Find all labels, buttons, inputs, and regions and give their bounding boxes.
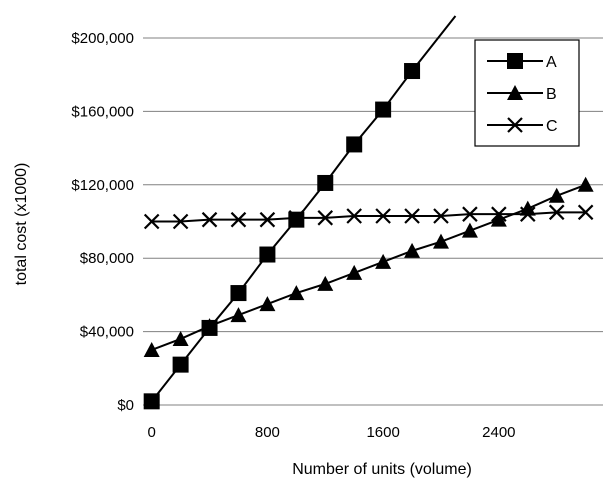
data-point-a (404, 63, 421, 80)
legend-label: C (546, 118, 558, 135)
data-point-c (433, 208, 449, 224)
data-point-a (288, 211, 305, 228)
data-point-b (375, 253, 392, 269)
data-point-c (143, 213, 160, 230)
y-tick-label: $0 (117, 397, 134, 414)
grid-layer (143, 37, 603, 406)
data-point-b (577, 176, 594, 192)
data-point-c (577, 204, 594, 221)
data-point-a (230, 285, 247, 302)
x-tick-label: 800 (255, 424, 280, 441)
data-point-b (143, 341, 160, 357)
data-point-b (404, 242, 421, 258)
data-point-a (375, 101, 392, 118)
legend-item-b: B (487, 85, 557, 103)
y-tick-label: $40,000 (80, 324, 134, 341)
data-point-c (462, 206, 478, 222)
y-tick-label: $80,000 (80, 250, 134, 267)
x-axis-label: Number of units (volume) (292, 461, 472, 478)
data-point-a (346, 136, 363, 153)
y-tick-label: $120,000 (71, 177, 134, 194)
data-point-c (201, 211, 218, 228)
data-point-c (375, 208, 391, 224)
data-point-c (491, 206, 507, 222)
series-line-c (151, 211, 586, 223)
y-tick-label: $200,000 (71, 30, 134, 47)
y-axis-label: total cost (x1000) (13, 163, 30, 286)
legend-label: A (546, 54, 557, 71)
series-layer (143, 15, 594, 410)
data-point-b (461, 222, 478, 238)
data-point-b (230, 307, 247, 323)
data-point-c (288, 210, 305, 226)
data-point-a (259, 246, 276, 263)
data-point-a (172, 356, 189, 373)
legend-marker (507, 53, 523, 69)
legend-label: B (546, 86, 557, 103)
data-point-c (259, 211, 276, 228)
data-point-b (519, 200, 536, 216)
data-point-b (548, 187, 565, 203)
data-point-c (230, 211, 247, 228)
data-point-b (172, 330, 189, 346)
data-point-b (317, 275, 334, 291)
tick-labels: $0 $40,000 $80,000 $120,000 $160,000 $200,000… (71, 30, 515, 441)
data-point-b (490, 211, 507, 227)
legend-item-a: A (487, 53, 557, 71)
series-c (143, 204, 594, 230)
y-tick-label: $160,000 (71, 103, 134, 120)
data-point-c (172, 213, 189, 230)
x-tick-label: 2400 (482, 424, 515, 441)
data-point-b (201, 318, 218, 334)
x-tick-label: 0 (148, 424, 156, 441)
data-point-b (259, 296, 276, 312)
data-point-a (143, 393, 160, 410)
data-point-c (346, 208, 362, 224)
legend-marker (507, 117, 523, 133)
x-tick-label: 1600 (366, 424, 399, 441)
legend-marker (507, 85, 523, 100)
data-point-c (404, 208, 420, 224)
data-point-c (548, 204, 565, 221)
data-point-b (346, 264, 363, 280)
series-b (143, 176, 594, 357)
data-point-a (317, 174, 334, 191)
data-point-c (317, 210, 334, 226)
data-point-b (288, 285, 305, 301)
data-point-c (520, 206, 536, 222)
legend: ABC (474, 39, 580, 147)
legend-item-c: C (487, 117, 558, 135)
data-point-b (432, 233, 449, 249)
